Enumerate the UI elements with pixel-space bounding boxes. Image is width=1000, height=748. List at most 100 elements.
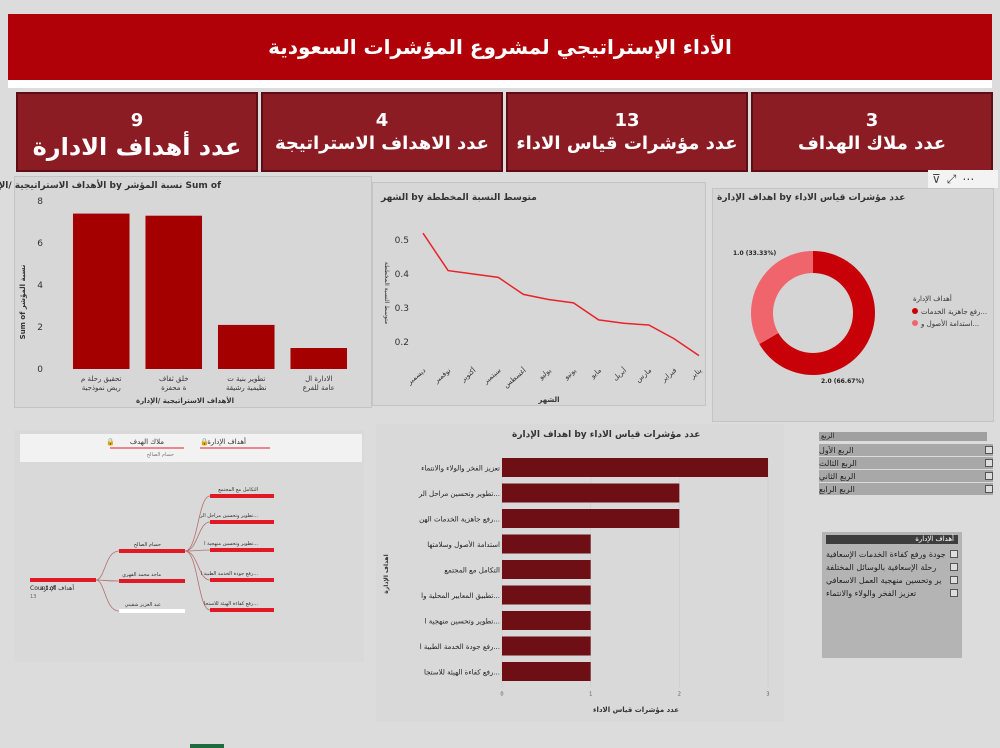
line-chart: متوسط النسبة المخططة الشهر 0.2 0.3 0.4 0.5 ي… [383, 232, 703, 404]
checkbox[interactable] [950, 550, 958, 558]
bar-chart-ylabel: Sum of نسبة المؤشر [19, 264, 27, 339]
checkbox[interactable] [950, 563, 958, 571]
kpi-card-performance-indicators[interactable]: 13 عدد مؤشرات قياس الاداء [506, 92, 748, 172]
kpi-card-admin-goals[interactable]: 9 عدد أهداف الادارة [16, 92, 258, 172]
goals-slicer-title: أهداف الإدارة [826, 535, 958, 544]
dashboard-header: الأداء الإستراتيجي لمشروع المؤشرات السعو… [8, 14, 992, 80]
y-tick-label: 6 [37, 239, 43, 249]
tree-owner-bar [119, 609, 185, 613]
hbar-mark [502, 636, 591, 656]
line-chart-xlabel: الشهر [537, 396, 559, 404]
hbar-chart-title: اهداف الإدارة by عدد مؤشرات قياس الاداء [512, 430, 701, 440]
checkbox[interactable] [985, 485, 993, 493]
tree-root-sub: Count of [30, 585, 56, 592]
slicer-item-label: تعزيز الفخر والولاء والانتماء [826, 588, 917, 598]
x-tick-label: ريض نموذجية [82, 384, 121, 392]
donut-legend-dot-b [912, 320, 918, 326]
slicer-item[interactable]: الربع الثالث [819, 457, 993, 469]
y-tick-label: استدامة الأصول وسلامتها [427, 540, 500, 549]
hbar-mark [502, 509, 680, 528]
donut-chart-title: اهداف الإدارة by عدد مؤشرات قياس الاداء [717, 193, 906, 203]
donut-chart-panel[interactable]: اهداف الإدارة by عدد مؤشرات قياس الاداء … [712, 188, 994, 422]
hbar-chart: اهداف الإدارة عدد مؤشرات قياس الاداء 0 1 2… [383, 458, 770, 714]
y-tick-label: 0.3 [395, 304, 409, 314]
more-options-icon[interactable]: ⋯ [962, 172, 975, 186]
x-tick-label: خلق ثقاف [159, 375, 189, 383]
tree-leaf-label: تطوير وتحسين منهجية ا... [204, 541, 258, 547]
x-tick-label: ة محفزة [161, 384, 187, 392]
x-tick-label: يناير [688, 366, 703, 381]
bar-mark [290, 348, 348, 369]
y-tick-label: تعزيز الفخر والولاء والانتماء [421, 465, 500, 473]
lock-icon: 🔒 [106, 438, 115, 446]
donut-legend-title: أهداف الإدارة [913, 294, 952, 303]
y-tick-label: 0.4 [395, 270, 410, 280]
donut-label-a: 1.0 (33.33%) [733, 250, 776, 257]
x-tick-label: فبراير [659, 366, 678, 384]
kpi-label: عدد مؤشرات قياس الاداء [516, 133, 738, 154]
kpi-label: عدد الاهداف الاستراتيجة [275, 133, 489, 154]
slicer-item[interactable]: ير وتحسين منهجية العمل الاسعافي [826, 574, 958, 586]
x-tick-label: مايو [588, 366, 603, 380]
slicer-item-label: الربع الثاني [819, 471, 856, 481]
focus-mode-icon[interactable]: ⤢ [946, 171, 957, 186]
y-tick-label: رفع جودة الخدمة الطبية ا... [420, 643, 500, 651]
slicer-item[interactable]: الربع الثاني [819, 470, 993, 482]
x-tick-label: يونيو [562, 366, 578, 381]
slicer-item[interactable]: تعزيز الفخر والولاء والانتماء [826, 587, 958, 599]
bar-chart: Sum of نسبة المؤشر الأهداف الاستراتيجية … [19, 197, 348, 405]
filter-icon[interactable]: ⊽ [932, 172, 941, 186]
bar-chart-panel[interactable]: الأهداف الاستراتيجية /الإدارة by نسبة ال… [0, 176, 372, 408]
line-series [422, 232, 700, 357]
slicer-title-text: أهداف الإدارة [915, 535, 954, 543]
slicer-item[interactable]: رحلة الإسعافية بالوسائل المختلفة [826, 561, 958, 573]
checkbox[interactable] [985, 472, 993, 480]
hbar-chart-panel[interactable]: اهداف الإدارة by عدد مؤشرات قياس الاداء … [376, 424, 784, 722]
quarter-slicer[interactable]: الربع الربع الأول الربع الثالث الربع الثان… [815, 430, 993, 502]
slicer-item-label: ير وتحسين منهجية العمل الاسعافي [826, 575, 942, 585]
tree-header [20, 434, 362, 462]
page-tab-indicator[interactable] [190, 744, 224, 748]
decomposition-tree-panel[interactable]: ملاك الهدف حسام الصالح أهداف الإدارة 🔒 🔒… [14, 430, 364, 662]
donut-legend-dot-a [912, 308, 918, 314]
tree-leaf-bar [210, 520, 274, 524]
kpi-label: عدد أهداف الادارة [32, 133, 242, 161]
visual-toolbar: ⊽ ⤢ ⋯ [928, 170, 998, 188]
checkbox[interactable] [985, 446, 993, 454]
tree-owner-bar [119, 549, 185, 553]
tree-owner-label: حسام الصالح [134, 542, 161, 548]
slicer-item[interactable]: الربع الأول [819, 444, 993, 456]
checkbox[interactable] [950, 576, 958, 584]
x-tick-label: يوليو [537, 366, 553, 381]
x-tick-label: أبريل [611, 366, 628, 383]
hbar-mark [502, 611, 591, 630]
y-tick-label: تطوير وتحسين مراحل الر... [418, 490, 500, 498]
goals-slicer[interactable]: أهداف الإدارة جودة ورفع كفاءة الخدمات ال… [822, 532, 962, 658]
y-tick-label: تطوير وتحسين منهجية ا... [425, 618, 500, 626]
tree-owner-label: عبد العزيز شقيني [125, 602, 161, 608]
slicer-item[interactable]: الربع الرابع [819, 483, 993, 495]
checkbox[interactable] [950, 589, 958, 597]
kpi-card-goal-owners[interactable]: 3 عدد ملاك الهداف [751, 92, 993, 172]
x-tick-label: تطوير بنية ت [227, 375, 265, 383]
donut-slice [751, 251, 813, 344]
slicer-item-label: الربع الأول [819, 445, 854, 455]
x-tick-label: 2 [678, 692, 681, 698]
y-tick-label: 4 [37, 281, 43, 291]
line-chart-panel[interactable]: الشهر by متوسط النسبة المخططة متوسط النس… [372, 182, 706, 406]
slicer-title-text: الربع [821, 432, 835, 440]
donut-chart: 2.0 (66.67%) 1.0 (33.33%) أهداف الإدارة … [733, 250, 987, 385]
x-tick-label: نوفمبر [432, 366, 452, 385]
kpi-value: 3 [865, 110, 879, 131]
y-tick-label: 2 [37, 323, 43, 333]
x-tick-label: 0 [500, 692, 503, 698]
x-tick-label: تحقيق رحلة م [81, 375, 122, 383]
checkbox[interactable] [985, 459, 993, 467]
bar-mark [145, 215, 203, 369]
tree-root-value: 13 [30, 594, 36, 600]
tree-root-bar [30, 578, 96, 582]
slicer-item[interactable]: جودة ورفع كفاءة الخدمات الإسعافية [826, 548, 958, 560]
kpi-value: 4 [375, 110, 389, 131]
slicer-item-label: جودة ورفع كفاءة الخدمات الإسعافية [826, 549, 946, 559]
kpi-card-strategic-goals[interactable]: 4 عدد الاهداف الاستراتيجة [261, 92, 503, 172]
